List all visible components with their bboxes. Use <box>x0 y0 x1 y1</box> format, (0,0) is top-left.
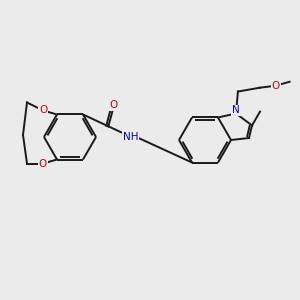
Text: N: N <box>232 106 240 116</box>
Text: NH: NH <box>123 132 138 142</box>
Text: O: O <box>109 100 117 110</box>
Text: O: O <box>39 106 47 116</box>
Text: O: O <box>272 81 280 91</box>
Text: O: O <box>39 158 47 169</box>
